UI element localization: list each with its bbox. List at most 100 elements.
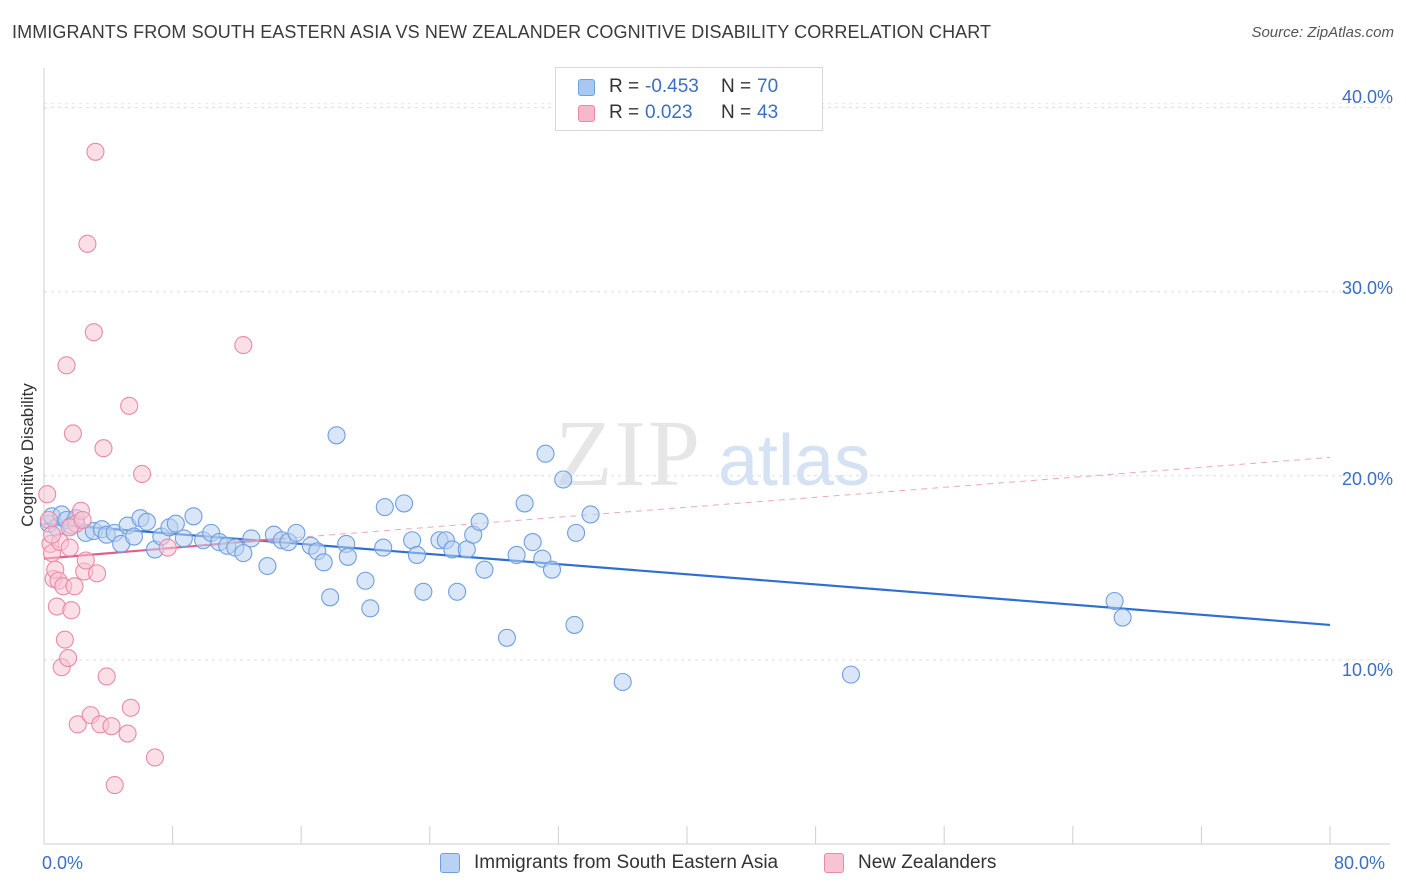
legend-item-immigrants[interactable]: Immigrants from South Eastern Asia (440, 852, 778, 874)
data-point (497, 628, 517, 647)
data-point (1113, 608, 1132, 627)
n-label: N = (721, 102, 752, 123)
n-label: N = (721, 76, 752, 97)
r-value: -0.453 (645, 76, 699, 97)
data-point (1105, 591, 1124, 611)
r-label: R = (609, 76, 640, 97)
data-point (63, 424, 82, 443)
data-point (565, 615, 584, 634)
data-point (523, 533, 542, 552)
legend-row-new-zealanders: R = 0.023 N = 43 (578, 101, 778, 125)
r-label: R = (609, 102, 640, 123)
n-value: 43 (757, 102, 779, 123)
data-point (78, 234, 97, 253)
correlation-legend: R = -0.453 N = 70 R = 0.023 N = 43 (555, 67, 823, 131)
data-point (121, 698, 140, 717)
data-point (174, 529, 193, 548)
y-tick-label-30: 30.0% (1341, 278, 1393, 298)
chart-title: IMMIGRANTS FROM SOUTH EASTERN ASIA VS NE… (12, 22, 992, 42)
y-tick-label-20: 20.0% (1341, 469, 1393, 489)
data-point (361, 599, 380, 618)
data-point (68, 715, 87, 734)
data-point (39, 510, 58, 530)
data-point (133, 464, 152, 484)
data-point (76, 551, 95, 570)
data-point (581, 505, 600, 524)
data-point (62, 601, 81, 620)
n-value: 70 (757, 76, 779, 97)
data-point (327, 426, 346, 445)
data-point (841, 665, 861, 684)
legend-swatch-immigrants (440, 853, 460, 873)
data-point (137, 512, 156, 531)
y-tick-label-40: 40.0% (1341, 87, 1393, 107)
legend-swatch-new-zealanders (578, 104, 595, 122)
data-point (356, 571, 375, 590)
data-point (59, 649, 78, 668)
data-point (475, 560, 494, 579)
watermark: ZIP atlas (555, 402, 870, 506)
data-point (448, 582, 467, 601)
x-tick-label-min: 0.0% (42, 853, 84, 873)
y-axis-label: Cognitive Disability (18, 383, 37, 527)
data-point (507, 545, 526, 565)
data-point (158, 538, 177, 557)
data-points (38, 142, 1132, 795)
data-point (234, 544, 253, 563)
data-point (375, 498, 394, 517)
legend-item-new-zealanders[interactable]: New Zealanders (824, 852, 996, 874)
legend-swatch-immigrants (578, 78, 595, 96)
source-label: Source: ZipAtlas.com (1251, 24, 1394, 41)
data-point (613, 672, 632, 692)
data-point (321, 588, 340, 607)
data-point (57, 356, 76, 375)
data-point (567, 523, 586, 542)
watermark-zip: ZIP (555, 402, 702, 506)
x-tick-label-max: 80.0% (1334, 853, 1386, 873)
legend-row-immigrants: R = -0.453 N = 70 (578, 75, 778, 99)
data-point (65, 577, 84, 596)
data-point (118, 724, 137, 743)
data-point (314, 553, 333, 572)
data-point (554, 470, 573, 489)
data-point (515, 494, 534, 513)
data-point (374, 538, 393, 557)
data-point (184, 507, 203, 526)
watermark-atlas: atlas (718, 421, 870, 501)
data-point (124, 527, 144, 546)
series-legend: Immigrants from South Eastern Asia New Z… (0, 852, 1406, 878)
y-tick-label-10: 10.0% (1341, 660, 1393, 680)
data-point (38, 485, 57, 504)
data-point (242, 529, 261, 548)
legend-label-new-zealanders: New Zealanders (858, 852, 997, 873)
data-point (94, 439, 113, 458)
data-point (407, 545, 426, 565)
data-point (97, 667, 116, 686)
data-point (145, 748, 164, 767)
r-value: 0.023 (645, 102, 693, 123)
data-point (536, 444, 555, 463)
data-point (258, 556, 277, 576)
data-point (60, 538, 79, 557)
data-point (234, 336, 253, 355)
data-point (84, 323, 103, 342)
data-point (87, 564, 107, 583)
data-point (395, 494, 414, 513)
data-point (105, 776, 124, 795)
data-point (120, 396, 139, 415)
legend-swatch-new-zealanders (824, 853, 844, 873)
data-point (287, 523, 306, 542)
data-point (86, 142, 105, 161)
data-point (470, 512, 489, 531)
data-point (73, 510, 92, 530)
data-point (414, 582, 433, 601)
data-point (338, 547, 357, 566)
axes (43, 68, 1390, 845)
data-point (55, 630, 74, 649)
data-point (42, 525, 62, 544)
data-point (166, 514, 185, 533)
data-point (542, 560, 562, 579)
legend-label-immigrants: Immigrants from South Eastern Asia (474, 852, 779, 873)
data-point (102, 717, 121, 736)
